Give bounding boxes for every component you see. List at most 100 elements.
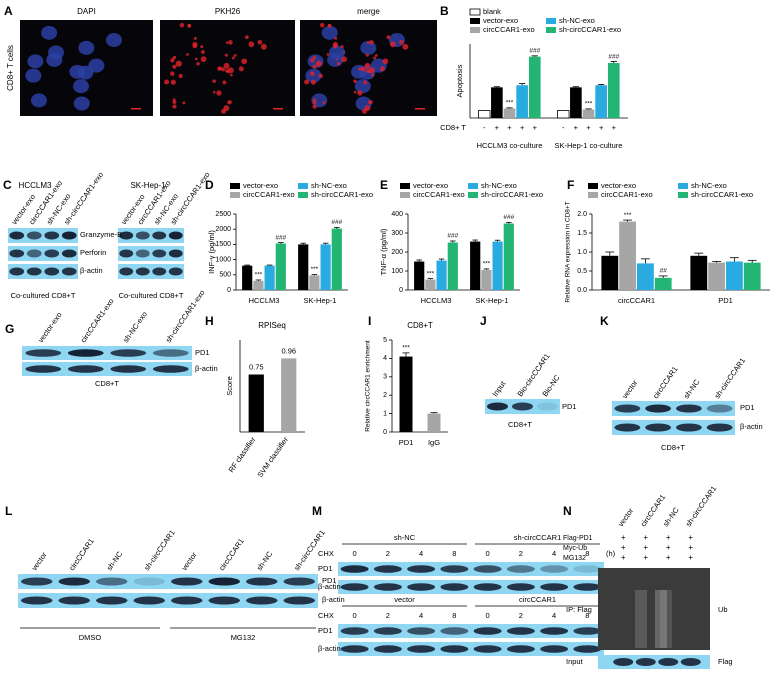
error-bar bbox=[585, 108, 592, 110]
pkh26-dot bbox=[315, 60, 322, 67]
y-tick-label: 1.0 bbox=[577, 249, 587, 256]
band bbox=[168, 231, 183, 240]
error-bar bbox=[430, 412, 438, 414]
nucleus bbox=[30, 93, 47, 108]
bar bbox=[570, 87, 582, 118]
band bbox=[706, 423, 733, 432]
annotation: ## bbox=[660, 268, 668, 275]
blot bbox=[338, 562, 604, 576]
time-label: 8 bbox=[585, 549, 589, 558]
band bbox=[340, 583, 369, 591]
pkh26-dot bbox=[192, 41, 198, 48]
treatment-label: CHX bbox=[318, 549, 334, 558]
annotation: *** bbox=[624, 212, 632, 219]
pkh26-dot bbox=[212, 90, 216, 94]
band bbox=[614, 404, 641, 413]
annotation: *** bbox=[402, 345, 410, 352]
band bbox=[67, 349, 104, 357]
band bbox=[135, 231, 150, 240]
y-tick-label: 2500 bbox=[215, 211, 231, 218]
value-label: 0.96 bbox=[281, 346, 296, 355]
pkh26-dot bbox=[221, 108, 226, 114]
band bbox=[96, 577, 128, 586]
pkh26-dot bbox=[340, 45, 344, 49]
row-mark: + bbox=[643, 553, 648, 562]
annotation: *** bbox=[255, 272, 263, 279]
y-tick-label: 0.0 bbox=[577, 287, 587, 294]
pkh26-dot bbox=[386, 35, 391, 40]
band bbox=[407, 565, 436, 573]
channel-label: DAPI bbox=[77, 7, 96, 16]
band bbox=[171, 577, 203, 586]
error-bar bbox=[610, 61, 617, 64]
group-title: SK-Hep-1 bbox=[130, 181, 166, 190]
band bbox=[407, 645, 436, 653]
band bbox=[487, 402, 508, 411]
y-axis-label: TNF-α (pg/ml) bbox=[379, 228, 388, 275]
protein-label: Granzyme-B bbox=[80, 230, 122, 239]
panel-letter: F bbox=[567, 178, 574, 192]
pkh26-dot bbox=[379, 66, 385, 72]
band bbox=[26, 231, 42, 240]
nucleus bbox=[328, 45, 345, 60]
annotation: ### bbox=[608, 53, 619, 60]
error-bar bbox=[450, 240, 456, 243]
y-tick-label: 400 bbox=[391, 211, 403, 218]
bar bbox=[557, 110, 570, 119]
pkh26-dot bbox=[366, 41, 370, 44]
bar bbox=[248, 374, 264, 432]
bar bbox=[492, 241, 503, 290]
band bbox=[171, 596, 203, 605]
error-bar bbox=[334, 226, 340, 229]
x-tick-label: IgG bbox=[428, 438, 440, 447]
band bbox=[9, 231, 25, 240]
bar bbox=[503, 108, 516, 118]
unit-label: (h) bbox=[606, 549, 616, 558]
row-mark: - bbox=[562, 123, 565, 132]
pkh26-dot bbox=[179, 22, 185, 28]
row-label: Myc-Ub bbox=[563, 545, 587, 552]
pkh26-dot bbox=[310, 79, 316, 85]
pkh26-dot bbox=[200, 56, 207, 63]
error-bar bbox=[597, 83, 605, 86]
error-bar bbox=[266, 264, 273, 266]
band bbox=[373, 583, 402, 591]
legend-label: circCCAR1-exo bbox=[413, 190, 465, 199]
annotation: ### bbox=[529, 48, 540, 55]
band bbox=[613, 658, 634, 666]
time-label: 4 bbox=[419, 549, 423, 558]
band bbox=[506, 627, 535, 635]
band bbox=[133, 577, 165, 586]
pkh26-dot bbox=[178, 74, 183, 79]
bar bbox=[414, 261, 425, 290]
band bbox=[152, 249, 167, 258]
pkh26-dot bbox=[172, 64, 177, 69]
band bbox=[340, 645, 369, 653]
error-bar bbox=[427, 278, 434, 280]
time-label: 0 bbox=[486, 549, 490, 558]
legend-label: sh-NC-exo bbox=[691, 181, 727, 190]
band bbox=[208, 577, 240, 586]
annotation: *** bbox=[483, 261, 491, 268]
blot bbox=[118, 264, 184, 279]
bar bbox=[637, 263, 654, 290]
pkh26-dot bbox=[363, 80, 368, 85]
band bbox=[283, 596, 315, 605]
bar bbox=[528, 56, 541, 118]
bar bbox=[619, 221, 636, 290]
error-bar bbox=[311, 274, 318, 276]
protein-label: PD1 bbox=[562, 402, 577, 411]
legend-label: sh-NC-exo bbox=[311, 181, 347, 190]
band bbox=[96, 596, 128, 605]
band bbox=[208, 596, 240, 605]
error-bar bbox=[694, 252, 704, 256]
pkh26-dot bbox=[366, 69, 370, 73]
row-mark: + bbox=[507, 123, 512, 132]
treatment-label: DMSO bbox=[79, 633, 102, 642]
pkh26-dot bbox=[227, 101, 231, 104]
error-bar bbox=[402, 352, 410, 357]
legend-label: sh-NC-exo bbox=[481, 181, 517, 190]
row-mark: - bbox=[483, 123, 486, 132]
row-mark: + bbox=[621, 543, 626, 552]
bar bbox=[491, 87, 503, 118]
